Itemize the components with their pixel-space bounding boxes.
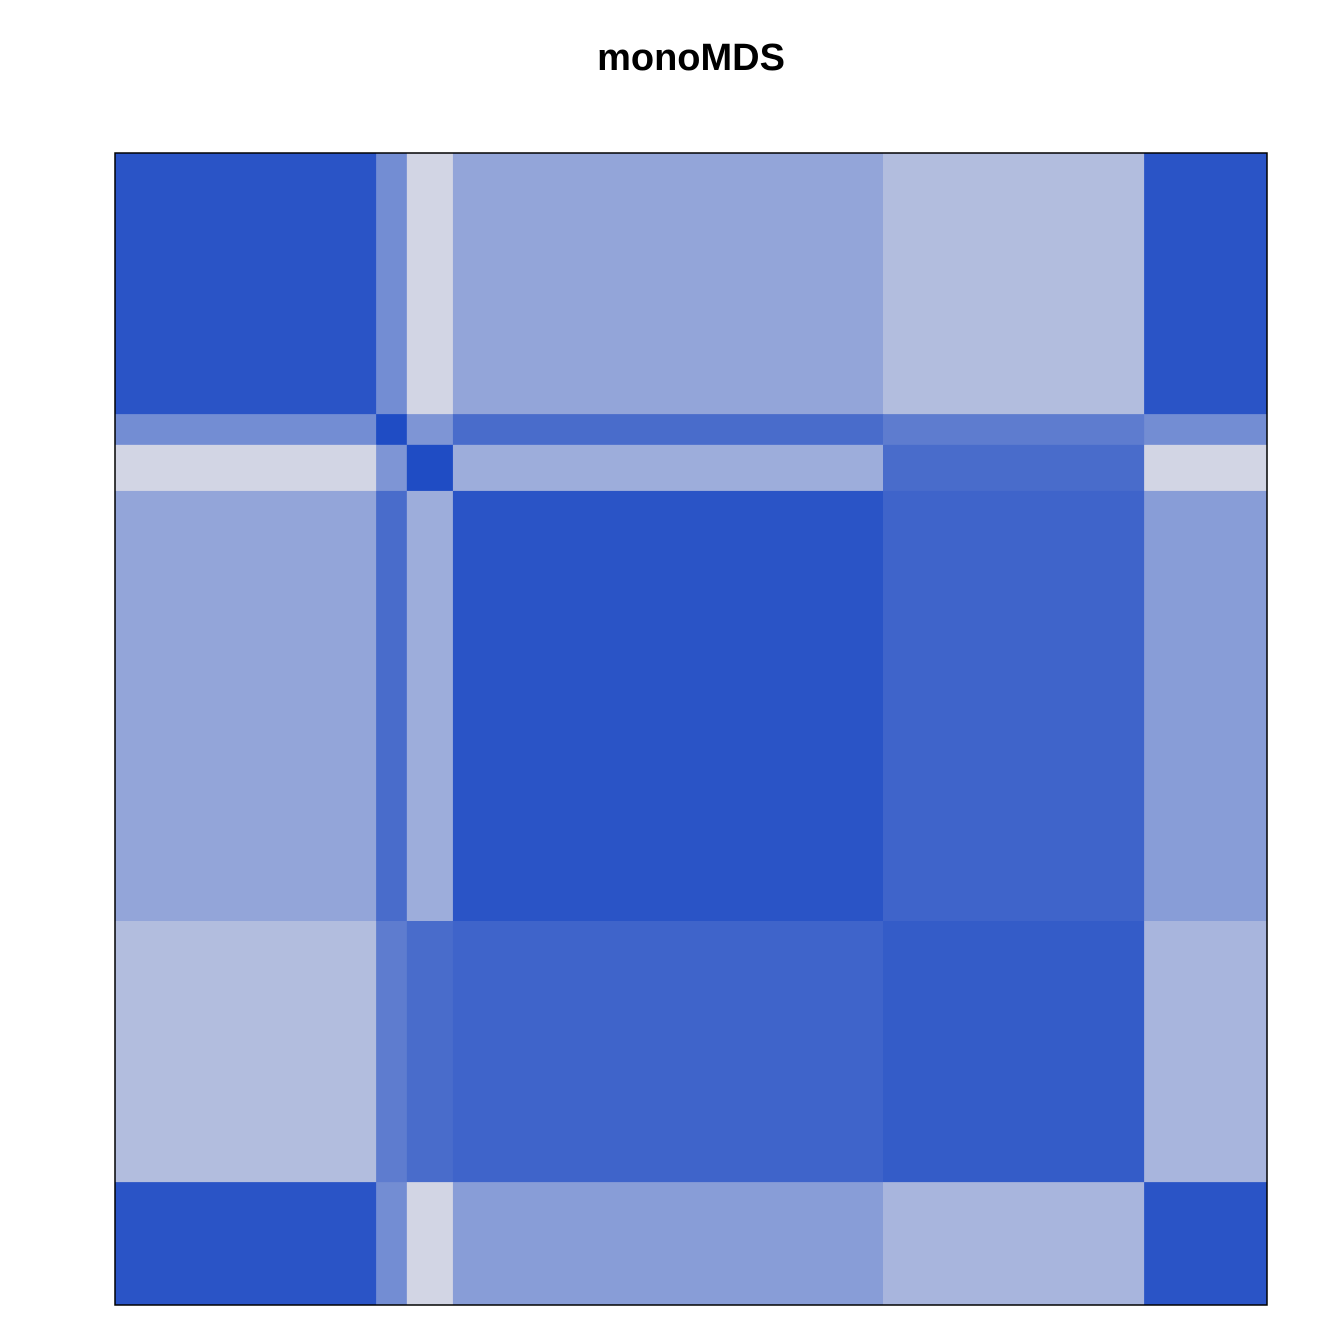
heatmap-cell	[406, 444, 454, 492]
plot-border	[114, 152, 1268, 1306]
heatmap-cell	[115, 414, 377, 446]
heatmap-cell	[452, 490, 884, 922]
heatmap-cell	[1144, 490, 1268, 922]
heatmap-cell	[452, 153, 884, 415]
heatmap-cell	[1144, 414, 1268, 446]
heatmap-cell	[376, 153, 408, 415]
heatmap-cell	[115, 153, 377, 415]
heatmap-cell	[115, 1182, 377, 1306]
heatmap-cell	[883, 921, 1145, 1183]
heatmap-cell	[406, 153, 454, 415]
heatmap-cell	[376, 414, 408, 446]
heatmap-cell	[406, 1182, 454, 1306]
heatmap-cell	[406, 414, 454, 446]
heatmap-cell	[452, 444, 884, 492]
heatmap-cell	[883, 153, 1145, 415]
heatmap-cell	[1144, 444, 1268, 492]
heatmap-cell	[115, 444, 377, 492]
heatmap-cell	[883, 414, 1145, 446]
heatmap-cell	[376, 921, 408, 1183]
heatmap-cell	[1144, 921, 1268, 1183]
heatmap-cell	[376, 1182, 408, 1306]
heatmap-cell	[1144, 153, 1268, 415]
heatmap-cell	[883, 490, 1145, 922]
heatmap-cell	[115, 921, 377, 1183]
chart-title: monoMDS	[597, 37, 785, 79]
heatmap-cell	[883, 444, 1145, 492]
heatmap-cell	[452, 414, 884, 446]
heatmap-cell	[1144, 1182, 1268, 1306]
heatmap-cell	[883, 1182, 1145, 1306]
heatmap-cell	[376, 490, 408, 922]
heatmap-cell	[406, 921, 454, 1183]
heatmap-cell	[406, 490, 454, 922]
heatmap-cell	[452, 921, 884, 1183]
heatmap-cell	[376, 444, 408, 492]
heatmap-cell	[115, 490, 377, 922]
heatmap-cell	[452, 1182, 884, 1306]
